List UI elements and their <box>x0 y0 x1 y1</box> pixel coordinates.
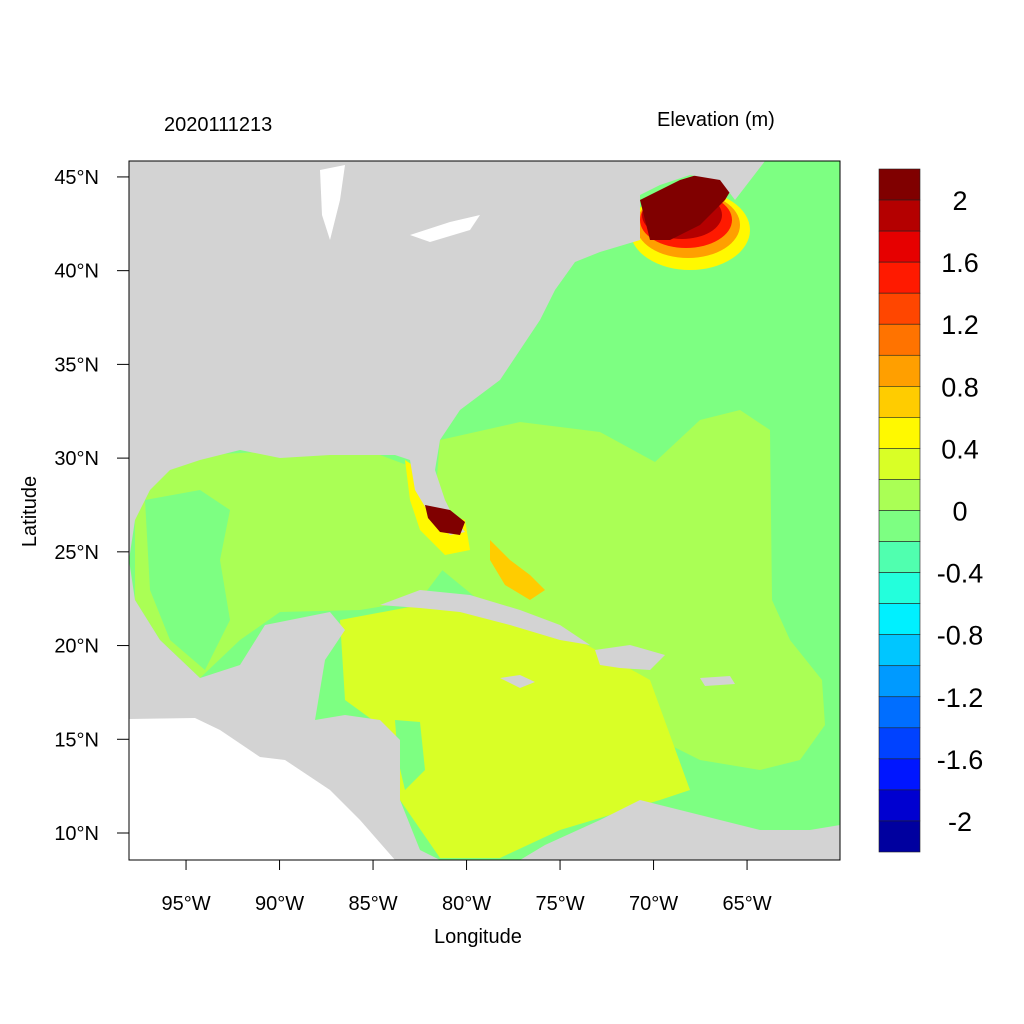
x-tick-label: 80°W <box>442 893 491 915</box>
y-tick-label: 30°N <box>54 448 99 470</box>
y-axis-label: Latitude <box>19 475 42 548</box>
colorbar-swatch <box>878 323 921 356</box>
bahamas-high-region <box>490 540 545 600</box>
map-frame <box>128 160 841 861</box>
south-america-land <box>520 800 840 860</box>
colorbar-swatch <box>878 510 921 542</box>
puerto-rico <box>700 676 735 686</box>
colorbar-label: -1.2 <box>937 683 984 713</box>
colorbar-swatch <box>878 386 921 418</box>
colorbar-swatch <box>878 665 921 698</box>
x-axis-label: Longitude <box>434 926 522 948</box>
colorbar-swatch <box>878 634 921 667</box>
y-tick-label: 45°N <box>54 167 99 189</box>
colorbar-label: 0.4 <box>941 434 979 464</box>
great-lakes <box>320 165 345 240</box>
y-tick-label: 40°N <box>54 261 99 283</box>
colorbar-swatch <box>878 199 921 232</box>
florida-surge <box>425 505 465 535</box>
colorbar-swatch <box>878 696 921 729</box>
jamaica <box>500 675 535 688</box>
colorbar-swatch <box>878 541 921 573</box>
colorbar-swatch <box>878 572 921 604</box>
great-lakes-erie <box>410 215 480 242</box>
colorbar-label: -1.6 <box>937 745 984 775</box>
colorbar-swatch <box>878 354 921 387</box>
pacific-masked <box>129 718 395 860</box>
colorbar-swatch <box>878 789 921 822</box>
y-tick-label: 15°N <box>54 729 99 751</box>
colorbar-swatch <box>878 758 921 791</box>
x-tick-label: 85°W <box>348 893 397 915</box>
caribbean-sea <box>340 605 690 858</box>
colorbar-swatch <box>878 168 921 201</box>
colorbar-label: 0 <box>952 497 967 527</box>
date-title: 2020111213 <box>164 114 273 136</box>
variable-title: Elevation (m) <box>657 109 775 131</box>
y-tick-label: 10°N <box>54 823 99 845</box>
x-tick-label: 65°W <box>722 893 771 915</box>
hispaniola <box>595 645 665 670</box>
colorbar-swatch <box>878 479 921 511</box>
x-tick-label: 75°W <box>535 893 584 915</box>
y-tick-label: 35°N <box>54 354 99 376</box>
colorbar-label: 1.2 <box>941 310 979 340</box>
colorbar-swatch <box>878 603 921 635</box>
colorbar-label: -0.8 <box>937 621 984 651</box>
cuba <box>380 590 590 645</box>
colorbar-swatch <box>878 292 921 325</box>
colorbar-swatch <box>878 417 921 449</box>
colorbar-label: 1.6 <box>941 248 979 278</box>
western-gulf-region <box>145 490 230 670</box>
colorbar-label: 0.8 <box>941 372 979 402</box>
colorbar-swatch <box>878 261 921 294</box>
colorbar-label: -2 <box>948 807 972 837</box>
colorbar-label: 2 <box>952 186 967 216</box>
colorbar-swatch <box>878 727 921 760</box>
colorbar-swatch <box>878 448 921 480</box>
y-tick-label: 25°N <box>54 542 99 564</box>
colorbar-label: -0.4 <box>937 559 984 589</box>
surge-core <box>640 168 740 240</box>
colorbar-swatch <box>878 230 921 263</box>
north-america-land <box>129 161 765 560</box>
honduras-low-region <box>395 720 425 790</box>
x-tick-label: 90°W <box>255 893 304 915</box>
y-tick-label: 20°N <box>54 636 99 658</box>
x-tick-label: 95°W <box>161 893 210 915</box>
x-tick-label: 70°W <box>629 893 678 915</box>
colorbar-swatch <box>878 820 921 853</box>
